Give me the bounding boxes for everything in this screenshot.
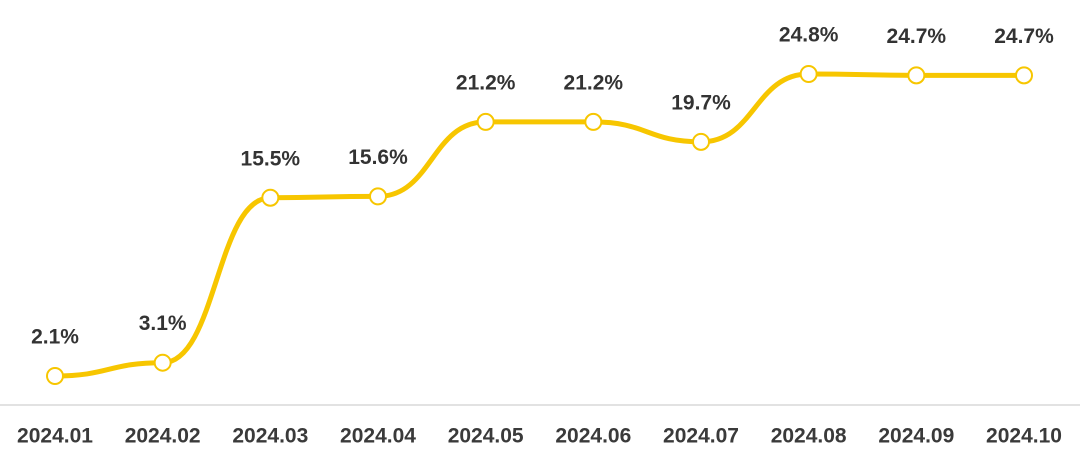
data-label: 21.2% [456, 71, 516, 94]
data-label: 21.2% [564, 71, 624, 94]
point [261, 188, 280, 207]
x-tick-label: 2024.01 [17, 425, 93, 448]
x-tick-label: 2024.06 [555, 425, 631, 448]
data-label: 19.7% [671, 91, 731, 114]
x-tick-label: 2024.04 [340, 425, 416, 448]
point [692, 132, 710, 151]
point [907, 66, 926, 85]
line [52, 71, 1027, 379]
point [46, 367, 64, 385]
point [584, 112, 603, 131]
x-tick-label: 2024.09 [878, 425, 954, 448]
point [153, 353, 172, 372]
data-label: 24.8% [779, 24, 839, 47]
data-label: 3.1% [139, 312, 187, 335]
x-tick-label: 2024.05 [448, 425, 524, 448]
x-tick-label: 2024.10 [986, 425, 1062, 448]
point [476, 112, 495, 131]
data-label: 15.5% [241, 147, 301, 170]
point [799, 65, 818, 83]
data-label: 15.6% [348, 146, 408, 169]
x-tick-label: 2024.02 [125, 425, 201, 448]
x-tick-label: 2024.03 [232, 425, 308, 448]
point [1015, 66, 1033, 85]
x-tick-label: 2024.07 [663, 425, 739, 448]
data-label: 24.7% [887, 25, 947, 48]
data-label: 24.7% [994, 25, 1054, 48]
x-tick-label: 2024.08 [771, 425, 847, 448]
data-label: 2.1% [31, 326, 79, 349]
point [369, 187, 387, 206]
